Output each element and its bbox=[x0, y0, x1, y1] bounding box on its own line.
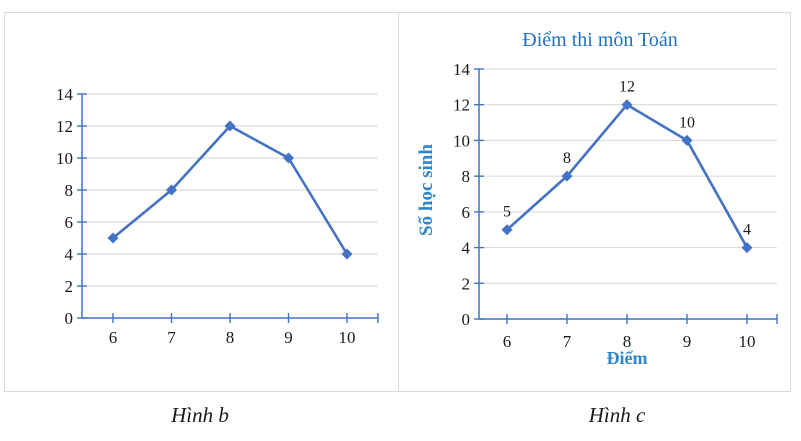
svg-text:5: 5 bbox=[503, 204, 511, 221]
svg-text:10: 10 bbox=[679, 114, 695, 131]
svg-text:6: 6 bbox=[503, 332, 512, 351]
svg-text:10: 10 bbox=[339, 328, 356, 347]
svg-text:6: 6 bbox=[109, 328, 118, 347]
svg-text:0: 0 bbox=[462, 310, 471, 329]
svg-text:7: 7 bbox=[563, 332, 572, 351]
svg-text:10: 10 bbox=[453, 131, 470, 150]
svg-text:14: 14 bbox=[56, 85, 74, 104]
svg-text:8: 8 bbox=[226, 328, 235, 347]
figure-panel: 0 2 4 6 8 10 12 14 6 7 8 9 10 0 2 4 6 8 10 12 14 6 7 8 9 10 5 8 12 1… bbox=[4, 12, 791, 392]
svg-text:2: 2 bbox=[462, 274, 471, 293]
svg-text:8: 8 bbox=[623, 332, 632, 351]
svg-text:4: 4 bbox=[743, 222, 751, 239]
svg-text:7: 7 bbox=[167, 328, 176, 347]
chart-cell-hinh-b: 0 2 4 6 8 10 12 14 6 7 8 9 10 bbox=[5, 13, 399, 391]
svg-text:2: 2 bbox=[65, 277, 74, 296]
svg-text:6: 6 bbox=[462, 203, 471, 222]
svg-text:6: 6 bbox=[65, 213, 74, 232]
svg-text:9: 9 bbox=[683, 332, 692, 351]
svg-text:12: 12 bbox=[453, 96, 470, 115]
chart-cell-hinh-c: 0 2 4 6 8 10 12 14 6 7 8 9 10 5 8 12 10 4 Điểm thi môn Toá… bbox=[399, 13, 790, 391]
svg-text:14: 14 bbox=[453, 60, 471, 79]
line-chart-hinh-c: 0 2 4 6 8 10 12 14 6 7 8 9 10 5 8 12 10 4 Điểm thi môn Toá… bbox=[416, 29, 778, 368]
svg-text:4: 4 bbox=[462, 239, 471, 258]
svg-text:Điểm: Điểm bbox=[607, 348, 648, 368]
svg-text:9: 9 bbox=[284, 328, 293, 347]
svg-text:0: 0 bbox=[65, 309, 74, 328]
caption-hinh-b: Hình b bbox=[171, 403, 229, 427]
svg-text:8: 8 bbox=[563, 150, 571, 167]
svg-text:12: 12 bbox=[56, 117, 73, 136]
svg-text:10: 10 bbox=[739, 332, 756, 351]
svg-text:12: 12 bbox=[619, 79, 635, 96]
svg-text:Số học sinh: Số học sinh bbox=[416, 144, 437, 236]
svg-text:8: 8 bbox=[462, 167, 471, 186]
caption-hinh-c: Hình c bbox=[588, 403, 646, 427]
svg-text:4: 4 bbox=[65, 245, 74, 264]
svg-text:10: 10 bbox=[56, 149, 73, 168]
svg-text:8: 8 bbox=[65, 181, 74, 200]
line-chart-hinh-b: 0 2 4 6 8 10 12 14 6 7 8 9 10 bbox=[56, 85, 379, 347]
svg-text:Điểm thi môn Toán: Điểm thi môn Toán bbox=[522, 29, 677, 51]
